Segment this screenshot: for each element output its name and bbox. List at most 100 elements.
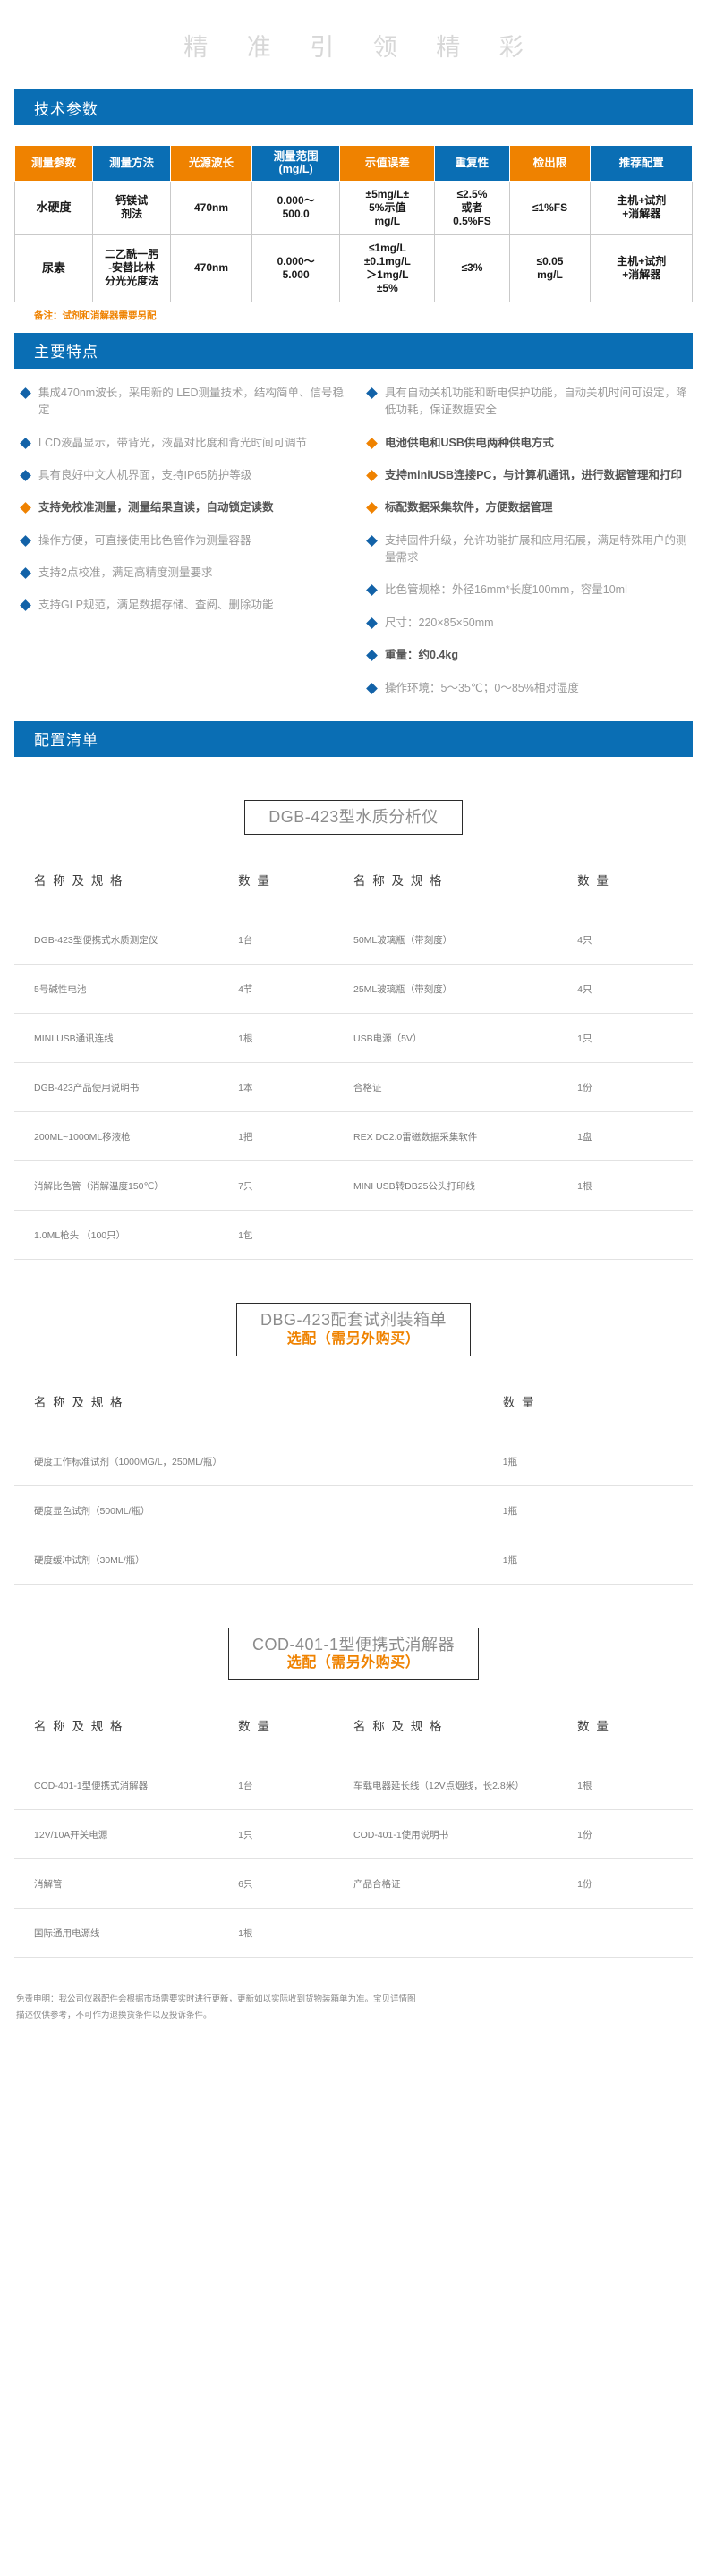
feature-text: 支持固件升级，允许功能扩展和应用拓展，满足特殊用户的测量需求 (385, 533, 687, 564)
diamond-bullet-icon (366, 616, 378, 629)
config-cell-qty: 1只 (577, 1013, 693, 1063)
feature-text: 电池供电和USB供电两种供电方式 (385, 436, 554, 449)
feature-text: LCD液晶显示，带背光，液晶对比度和背光时间可调节 (38, 436, 308, 449)
diamond-bullet-icon (20, 437, 31, 449)
config-col-header: 数 量 (577, 874, 610, 888)
config-cell-qty: 1根 (577, 1781, 592, 1792)
spec-cell-param: 尿素 (13, 234, 94, 302)
feature-item: 支持免校准测量，测量结果直读，自动锁定读数 (14, 499, 346, 516)
table-row: 消解管 6只 产品合格证 1份 (14, 1858, 693, 1909)
table-row: 硬度缓冲试剂（30ML/瓶） 1瓶 (14, 1534, 693, 1585)
config-cell-qty: 1把 (238, 1111, 354, 1161)
diamond-bullet-icon (366, 502, 378, 514)
section-header-spec: 技术参数 (14, 89, 693, 125)
config-list-block: DBG-423配套试剂装箱单 选配（需另外购买） 名 称 及 规 格 数 量硬度工作标… (14, 1303, 693, 1585)
feature-item: 比色管规格：外径16mm*长度100mm，容量10ml (361, 582, 693, 599)
config-cell-qty: 1根 (577, 1160, 693, 1211)
config-col-header: 名 称 及 规 格 (353, 1720, 444, 1734)
feature-item: 支持2点校准，满足高精度测量要求 (14, 565, 346, 582)
spec-cell-method: 二乙酰一肟 -安替比林 分光光度法 (92, 234, 172, 302)
config-cell-name (353, 1210, 578, 1261)
spec-col-header: 检出限 (508, 145, 592, 182)
config-col-header: 数 量 (577, 1720, 610, 1734)
spec-col-header: 重复性 (434, 145, 510, 182)
config-cell-qty (577, 1908, 693, 1959)
feature-item: 支持GLP规范，满足数据存储、查阅、删除功能 (14, 597, 346, 614)
spec-col-header: 示值误差 (339, 145, 436, 182)
feature-text: 操作方便，可直接使用比色管作为测量容器 (38, 533, 251, 547)
config-lists: DGB-423型水质分析仪名 称 及 规 格数 量名 称 及 规 格数 量 DGB… (0, 799, 707, 1959)
section-title-spec: 技术参数 (34, 100, 98, 118)
config-cell-name: 1.0ML枪头 （100只） (14, 1210, 239, 1261)
spec-col-header: 光源波长 (170, 145, 252, 182)
config-cell-name: MINI USB通讯连线 (14, 1013, 239, 1063)
config-cell-name: 25ML玻璃瓶（带刻度） (353, 964, 578, 1014)
section-header-config: 配置清单 (14, 720, 693, 757)
feature-text: 集成470nm波长，采用新的 LED测量技术，结构简单、信号稳定 (38, 386, 345, 417)
config-col-header: 名 称 及 规 格 (34, 874, 124, 888)
config-list-block: DGB-423型水质分析仪名 称 及 规 格 数 量 名 称 及 规 格 数 量 DGB… (14, 799, 693, 1261)
feature-item: 重量：约0.4kg (361, 647, 693, 664)
table-row: 1.0ML枪头 （100只） 1包 (14, 1210, 693, 1261)
config-cell-qty: 4只 (577, 935, 592, 947)
config-cell-qty: 1包 (238, 1210, 354, 1261)
config-title-sub: 选配（需另外购买） (286, 1331, 421, 1347)
config-title-box: DBG-423配套试剂装箱单 选配（需另外购买） (235, 1303, 472, 1356)
config-cell-qty: 7只 (238, 1160, 354, 1211)
config-cell-qty: 1根 (238, 1013, 354, 1063)
config-cell-qty: 1瓶 (502, 1484, 693, 1535)
config-table: 名 称 及 规 格 数 量 名 称 及 规 格 数 量 DGB-423型便携式水质测定仪… (14, 871, 693, 1261)
config-cell-name: DGB-423型便携式水质测定仪 (34, 935, 158, 947)
feature-text: 支持2点校准，满足高精度测量要求 (38, 566, 213, 579)
table-row: 国际通用电源线 1根 (14, 1908, 693, 1959)
section-title-config: 配置清单 (34, 732, 98, 750)
diamond-bullet-icon (20, 534, 31, 547)
diamond-bullet-icon (20, 470, 31, 481)
table-row: 12V/10A开关电源 1只 COD-401-1使用说明书 1份 (14, 1809, 693, 1859)
config-cell-name: REX DC2.0雷磁数据采集软件 (353, 1111, 578, 1161)
feature-text: 具有自动关机功能和断电保护功能，自动关机时间可设定，降低功耗，保证数据安全 (385, 386, 687, 417)
spec-cell-repeat: ≤3% (434, 234, 510, 302)
config-title-main: COD-401-1型便携式消解器 (251, 1635, 456, 1654)
config-cell-name: 合格证 (353, 1062, 578, 1112)
config-title-sub: 选配（需另外购买） (286, 1655, 421, 1671)
spec-cell-config: 主机+试剂 +消解器 (590, 234, 693, 302)
config-col-header: 名 称 及 规 格 (34, 1395, 124, 1409)
spec-note: 备注：试剂和消解器需要另配 (34, 310, 157, 321)
feature-item: 电池供电和USB供电两种供电方式 (361, 435, 693, 452)
spec-table-wrapper: 测量参数 测量方法 光源波长 测量范围 (mg/L) 示值误差 重复性 检出限 推荐配置 水硬度… (0, 125, 707, 333)
config-cell-name: 12V/10A开关电源 (14, 1809, 239, 1859)
disclaimer-line-1: 免责申明：我公司仪器配件会根据市场需要实时进行更新，更新如以实际收到货物装箱单为… (16, 1994, 416, 2005)
spec-cell-repeat: ≤2.5% 或者 0.5%FS (434, 180, 510, 235)
product-detail-page: 精 准 引 领 精 彩 技术参数 测量参数 测量方法 光源波长 测量范围 (mg/L) 示… (0, 33, 707, 2020)
spec-cell-error: ≤1mg/L ±0.1mg/L ＞1mg/L ±5% (339, 234, 436, 302)
spec-col-header: 测量参数 (13, 145, 94, 182)
spec-table-head: 测量参数 测量方法 光源波长 测量范围 (mg/L) 示值误差 重复性 检出限 推荐配置 (13, 145, 693, 182)
spec-cell-range: 0.000～ 5.000 (251, 234, 341, 302)
config-cell-qty: 1瓶 (502, 1456, 518, 1467)
spec-cell-config: 主机+试剂 +消解器 (590, 180, 693, 235)
config-cell-qty: 1份 (577, 1062, 693, 1112)
config-cell-name: MINI USB转DB25公头打印线 (353, 1160, 578, 1211)
hero-slogan: 精 准 引 领 精 彩 (183, 33, 540, 61)
spec-table-body: 水硬度 钙镁试 剂法 470nm 0.000～ 500.0 ±5mg/L± 5%示值 mg/L ≤… (13, 180, 693, 302)
table-row: COD-401-1型便携式消解器 1台 车载电器延长线（12V点烟线，长2.8米） 1… (14, 1761, 693, 1810)
diamond-bullet-icon (366, 584, 378, 597)
feature-item: 具有自动关机功能和断电保护功能，自动关机时间可设定，降低功耗，保证数据安全 (361, 385, 693, 420)
table-row: 消解比色管（消解温度150℃） 7只 MINI USB转DB25公头打印线 1根 (14, 1160, 693, 1211)
config-cell-name: 200ML~1000ML移液枪 (14, 1111, 239, 1161)
diamond-bullet-icon (366, 534, 378, 547)
feature-item: 具有良好中文人机界面，支持IP65防护等级 (14, 467, 346, 484)
feature-text: 支持miniUSB连接PC，与计算机通讯，进行数据管理和打印 (385, 468, 682, 481)
feature-item: 操作环境：5～35℃；0～85%相对湿度 (361, 680, 693, 697)
config-cell-qty: 1份 (577, 1809, 693, 1859)
config-col-header: 数 量 (238, 874, 271, 888)
config-col-header: 名 称 及 规 格 (353, 874, 444, 888)
diamond-bullet-icon (366, 650, 378, 661)
spec-col-header: 推荐配置 (590, 145, 693, 182)
feature-text: 标配数据采集软件，方便数据管理 (385, 501, 553, 514)
config-cell-name: USB电源（5V） (353, 1013, 578, 1063)
table-row: 200ML~1000ML移液枪 1把 REX DC2.0雷磁数据采集软件 1盘 (14, 1111, 693, 1161)
table-row: 硬度工作标准试剂（1000MG/L，250ML/瓶） 1瓶 (14, 1437, 693, 1486)
config-cell-qty: 4只 (577, 964, 693, 1014)
